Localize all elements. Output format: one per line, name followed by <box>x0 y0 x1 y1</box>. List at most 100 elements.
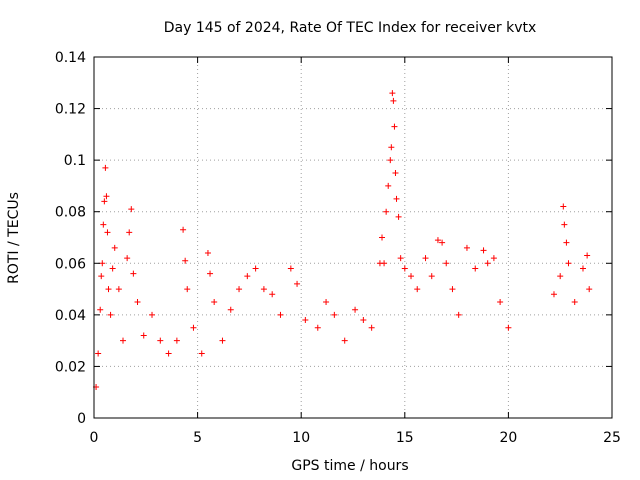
data-point <box>211 298 218 305</box>
data-point <box>157 337 164 344</box>
data-point <box>128 206 135 213</box>
data-point <box>472 265 479 272</box>
data-point <box>422 255 429 262</box>
x-tick-label: 15 <box>396 430 414 446</box>
data-point <box>294 280 301 287</box>
data-point <box>182 257 189 264</box>
data-point <box>101 198 108 205</box>
data-point <box>97 306 104 313</box>
data-points <box>93 90 593 391</box>
data-point <box>302 317 309 324</box>
data-point <box>204 249 211 256</box>
data-point <box>561 221 568 228</box>
data-point <box>180 226 187 233</box>
data-point <box>560 203 567 210</box>
data-point <box>104 229 111 236</box>
y-tick-label: 0 <box>77 411 86 427</box>
data-point <box>393 195 400 202</box>
data-point <box>557 273 564 280</box>
data-point <box>381 260 388 267</box>
data-point <box>392 170 399 177</box>
y-tick-label: 0.04 <box>55 308 86 324</box>
grid-lines <box>94 57 612 418</box>
data-point <box>102 164 109 171</box>
x-axis-ticks: 0 5 10 15 20 25 <box>90 57 621 446</box>
data-point <box>379 234 386 241</box>
data-point <box>287 265 294 272</box>
data-point <box>397 255 404 262</box>
data-point <box>352 306 359 313</box>
x-tick-label: 25 <box>603 430 621 446</box>
data-point <box>314 324 321 331</box>
data-point <box>390 97 397 104</box>
data-point <box>563 239 570 246</box>
data-point <box>260 286 267 293</box>
data-point <box>586 286 593 293</box>
data-point <box>269 291 276 298</box>
y-axis-ticks: 0 0.02 0.04 0.06 0.08 0.1 0.12 0.14 <box>55 50 612 427</box>
data-point <box>252 265 259 272</box>
data-point <box>408 273 415 280</box>
data-point <box>105 286 112 293</box>
y-axis-label: ROTI / TECUs <box>6 192 22 284</box>
data-point <box>227 306 234 313</box>
data-point <box>341 337 348 344</box>
data-point <box>455 311 462 318</box>
data-point <box>207 270 214 277</box>
data-point <box>140 332 147 339</box>
data-point <box>443 260 450 267</box>
data-point <box>98 273 105 280</box>
data-point <box>387 157 394 164</box>
data-point <box>579 265 586 272</box>
data-point <box>383 208 390 215</box>
data-point <box>124 255 131 262</box>
x-tick-label: 0 <box>90 430 99 446</box>
data-point <box>165 350 172 357</box>
data-point <box>173 337 180 344</box>
data-point <box>126 229 133 236</box>
data-point <box>103 193 110 200</box>
data-point <box>414 286 421 293</box>
data-point <box>490 255 497 262</box>
plot-frame <box>93 56 613 419</box>
data-point <box>107 311 114 318</box>
data-point <box>401 265 408 272</box>
y-tick-label: 0.12 <box>55 102 86 118</box>
data-point <box>198 350 205 357</box>
data-point <box>497 298 504 305</box>
data-point <box>391 123 398 130</box>
data-point <box>100 221 107 228</box>
y-tick-label: 0.06 <box>55 256 86 272</box>
data-point <box>190 324 197 331</box>
data-point <box>449 286 456 293</box>
data-point <box>434 237 441 244</box>
data-point <box>130 270 137 277</box>
data-point <box>480 247 487 254</box>
y-tick-label: 0.14 <box>55 50 86 66</box>
data-point <box>571 298 578 305</box>
data-point <box>360 317 367 324</box>
data-point <box>428 273 435 280</box>
x-axis-label: GPS time / hours <box>291 458 408 474</box>
data-point <box>550 291 557 298</box>
data-point <box>385 182 392 189</box>
chart-title: Day 145 of 2024, Rate Of TEC Index for r… <box>164 20 537 36</box>
data-point <box>99 260 106 267</box>
x-tick-label: 20 <box>499 430 517 446</box>
y-tick-label: 0.02 <box>55 359 86 375</box>
data-point <box>389 90 396 97</box>
data-point <box>484 260 491 267</box>
data-point <box>331 311 338 318</box>
y-tick-label: 0.08 <box>55 205 86 221</box>
data-point <box>323 298 330 305</box>
data-point <box>219 337 226 344</box>
data-point <box>115 286 122 293</box>
data-point <box>463 244 470 251</box>
data-point <box>439 239 446 246</box>
data-point <box>111 244 118 251</box>
data-point <box>236 286 243 293</box>
data-point <box>395 213 402 220</box>
data-point <box>244 273 251 280</box>
